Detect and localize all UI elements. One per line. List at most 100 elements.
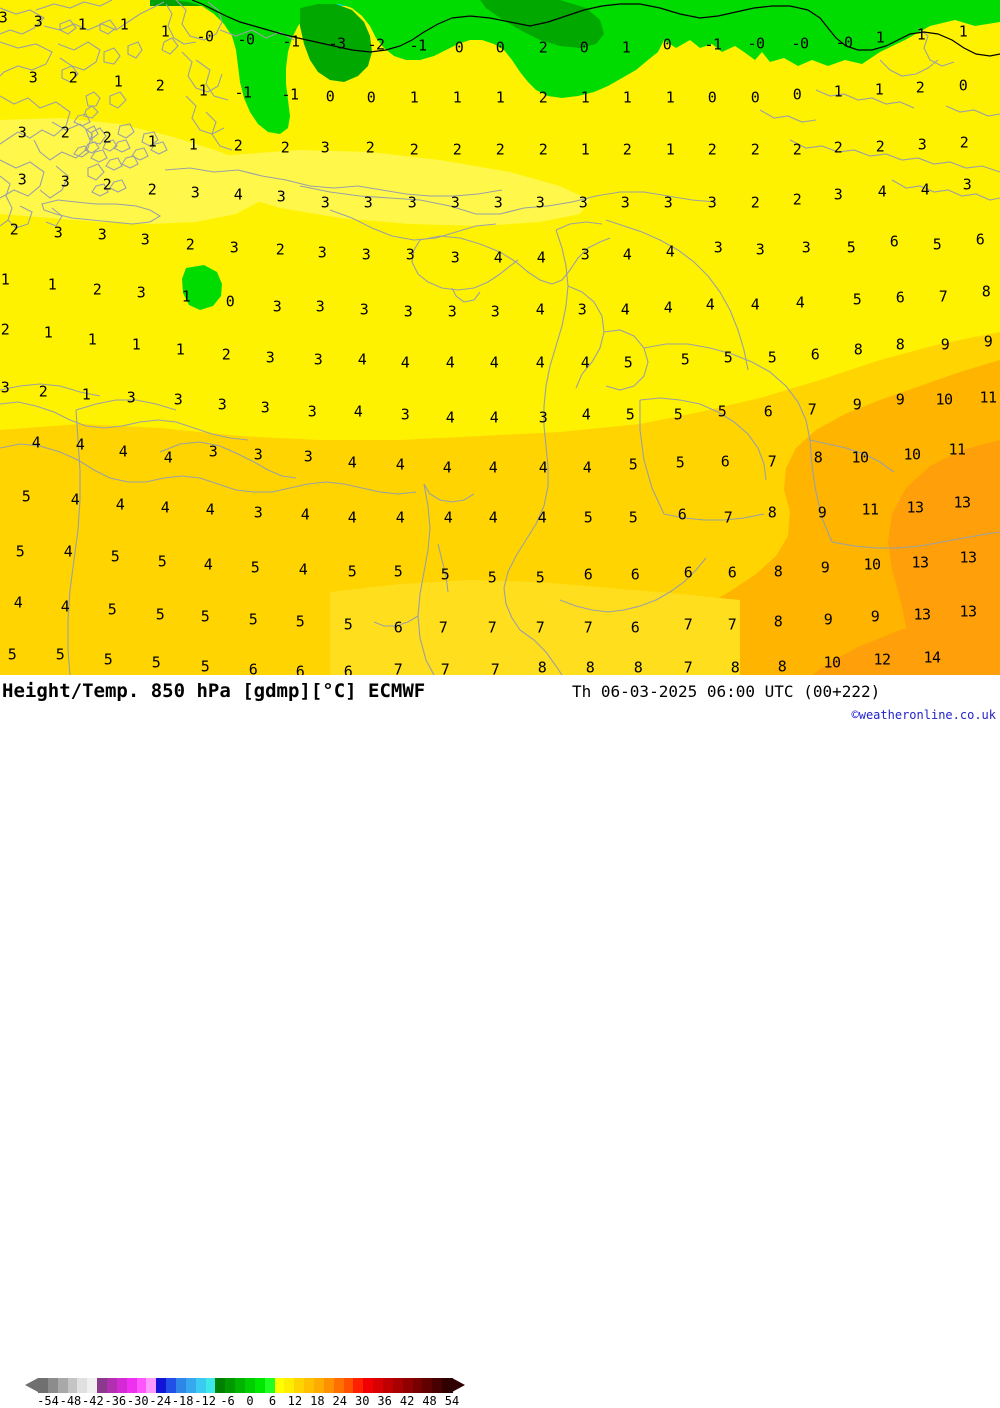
temperature-value: 3	[190, 183, 200, 202]
color-scale-tick-label: 48	[422, 1394, 437, 1408]
temperature-value: 4	[581, 405, 591, 424]
temperature-value: 0	[325, 87, 335, 106]
temperature-value: 5	[7, 645, 17, 664]
color-scale-tick-label: 18	[310, 1394, 325, 1408]
temperature-value: 4	[60, 597, 70, 616]
temperature-value: 2	[495, 140, 505, 159]
temperature-value: 3	[363, 193, 373, 212]
temperature-value: 2	[409, 140, 419, 159]
temperature-value: 1	[131, 335, 141, 354]
copyright-credit: ©weatheronline.co.uk	[851, 708, 997, 722]
temperature-value: 7	[487, 618, 497, 637]
temperature-value: 5	[151, 653, 161, 672]
temperature-value: 3	[400, 405, 410, 424]
color-scale-tick-label: -36	[104, 1394, 127, 1408]
color-scale-tick-label: 42	[399, 1394, 415, 1408]
temperature-value: 4	[347, 508, 357, 527]
temperature-value: 4	[395, 455, 405, 474]
temperature-value: 8	[633, 658, 643, 675]
temperature-value: 4	[920, 180, 930, 199]
temperature-value: 2	[452, 140, 462, 159]
temperature-value: 4	[750, 295, 760, 314]
temperature-value: 6	[889, 232, 899, 251]
temperature-value: 6	[975, 230, 985, 249]
temperature-value: 3	[317, 243, 327, 262]
temperature-value: 8	[585, 658, 595, 675]
temperature-value: 3	[17, 170, 27, 189]
temperature-value: 0	[662, 35, 672, 54]
temperature-value: 7	[438, 618, 448, 637]
temperature-value: 4	[357, 350, 367, 369]
temperature-value: 3	[253, 503, 263, 522]
temperature-value: 4	[353, 402, 363, 421]
color-scale-tick-label: -12	[194, 1394, 216, 1408]
temperature-value: 8	[730, 658, 740, 675]
temperature-value: 4	[535, 353, 545, 372]
temperature-value: 1	[409, 88, 419, 107]
temperature-value: 1	[958, 22, 968, 41]
temperature-value: 8	[773, 612, 783, 631]
temperature-value: 2	[275, 240, 285, 259]
temperature-value: 9	[983, 332, 993, 351]
temperature-value: 5	[248, 610, 258, 629]
temperature-value: 3	[303, 447, 313, 466]
temperature-value: 8	[773, 562, 783, 581]
temperature-value: 5	[767, 348, 777, 367]
temperature-value: 2	[221, 345, 231, 364]
temperature-value: 3	[320, 138, 330, 157]
temperature-value: 8	[981, 282, 991, 301]
temperature-value: 3	[577, 300, 587, 319]
temperature-value: 5	[680, 350, 690, 369]
temperature-value: 4	[536, 248, 546, 267]
temperature-value: 8	[813, 448, 823, 467]
temperature-value: 1	[113, 72, 123, 91]
temperature-value: 3	[307, 402, 317, 421]
temperature-value: 5	[55, 645, 65, 664]
temperature-value: 2	[750, 140, 760, 159]
temperature-value: 7	[490, 660, 500, 675]
temperature-value: 13	[911, 553, 929, 572]
temperature-value: 4	[13, 593, 23, 612]
temperature-value: 1	[580, 140, 590, 159]
temperature-value: 4	[580, 353, 590, 372]
temperature-value: 3	[407, 193, 417, 212]
temperature-value: 2	[9, 220, 19, 239]
temperature-value: 4	[203, 555, 213, 574]
temperature-value: 2	[833, 138, 843, 157]
temperature-value: 5	[583, 508, 593, 527]
temperature-value: 3	[17, 123, 27, 142]
temperature-value: 7	[440, 660, 450, 675]
temperature-value: 6	[583, 565, 593, 584]
color-scale-ticks: -54 -48 -42 -36 -30 -24 -18 -12 -6 0 6 12 18 24 30 36 42…	[0, 1394, 500, 1408]
temperature-value: 5	[723, 348, 733, 367]
temperature-value: 4	[620, 300, 630, 319]
temperature-value: 5	[107, 600, 117, 619]
temperature-value: 9	[817, 503, 827, 522]
temperature-value: 3	[28, 68, 38, 87]
temperature-value: 0	[454, 38, 464, 57]
temperature-value: 2	[959, 133, 969, 152]
temperature-value: 4	[233, 185, 243, 204]
temperature-value: -1	[409, 36, 427, 55]
temperature-value: 2	[102, 175, 112, 194]
height-contour-layer	[191, 0, 1000, 57]
temperature-value: 2	[915, 78, 925, 97]
temp-band-yellow-light-2	[222, 150, 590, 226]
color-scale-tick-label: -30	[126, 1394, 149, 1408]
color-scale-tick-label: -42	[82, 1394, 104, 1408]
temperature-value: 4	[489, 353, 499, 372]
temperature-value: 8	[777, 657, 787, 675]
temperature-value: 4	[75, 435, 85, 454]
temperature-value: 3	[53, 223, 63, 242]
temperature-value: 9	[852, 395, 862, 414]
temperature-value: 3	[359, 300, 369, 319]
temperature-value: 4	[205, 500, 215, 519]
temperature-value: 0	[750, 88, 760, 107]
temperature-value: 6	[677, 505, 687, 524]
temperature-value: 3	[313, 350, 323, 369]
temperature-value: 3	[713, 238, 723, 257]
temperature-value: 11	[861, 500, 879, 519]
temp-patch-green-small	[182, 265, 222, 310]
weather-map-canvas[interactable]: 3 3 1 1 1 -0 -0 -1 -3 -2 -1 0 0 2 0 1 0 -1 -0 -0 -0 1 1 1 3 2 1 2 1-…	[0, 0, 1000, 675]
temperature-value: 5	[675, 453, 685, 472]
